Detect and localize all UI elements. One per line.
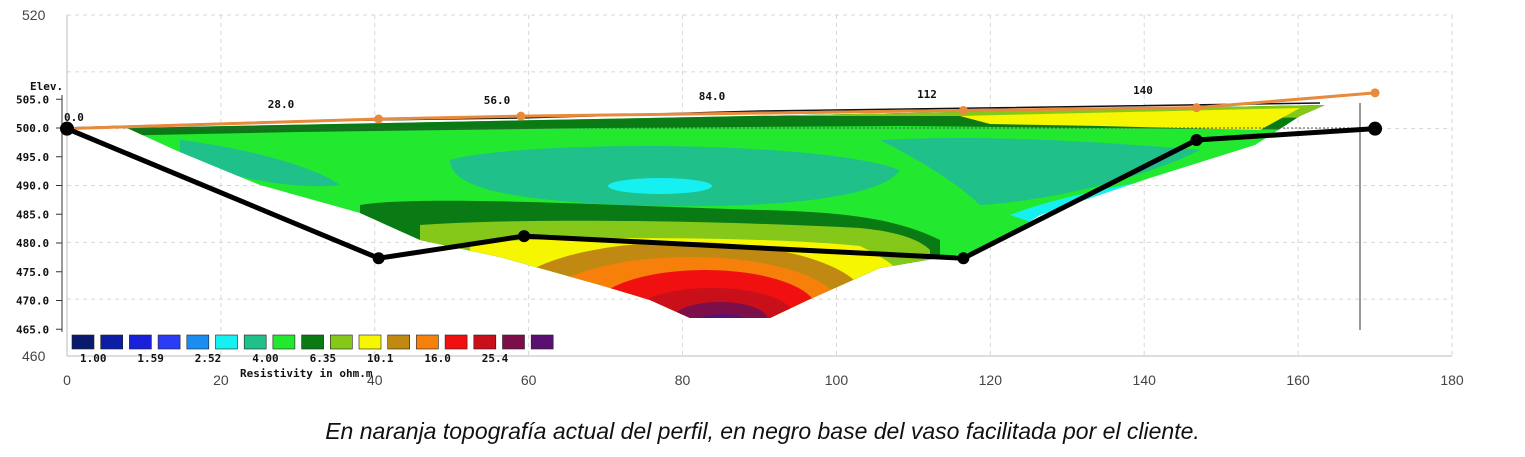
legend-swatch bbox=[272, 334, 296, 350]
legend-label: 4.00 bbox=[252, 352, 279, 365]
legend-swatch bbox=[387, 334, 411, 350]
legend-swatch bbox=[215, 334, 238, 350]
x-tick-label: 140 bbox=[1133, 372, 1157, 388]
series-point bbox=[1370, 88, 1380, 98]
inner-distance-tick: 56.0 bbox=[484, 94, 511, 107]
legend-label: 1.00 bbox=[80, 352, 107, 365]
legend-swatch bbox=[157, 334, 181, 350]
legend-label: 2.52 bbox=[195, 352, 222, 365]
legend-swatch bbox=[416, 334, 439, 350]
layer-maroon bbox=[672, 302, 768, 318]
legend-swatch bbox=[243, 334, 267, 350]
outer-axes: 0 20 40 60 80 100 120 140 160 180 460 520 bbox=[22, 7, 1464, 388]
series-point bbox=[60, 121, 74, 136]
elevation-axis-label: Elev. bbox=[30, 80, 63, 93]
series-line bbox=[66, 91, 1376, 131]
series-point bbox=[957, 252, 970, 265]
layer-cyan-center bbox=[608, 178, 712, 194]
series-point bbox=[1368, 121, 1383, 136]
chart-grid bbox=[66, 14, 1453, 357]
x-tick-label: 0 bbox=[63, 372, 71, 388]
section-fill bbox=[127, 105, 1325, 318]
inner-elevation-axes: Elev. Resistivity in ohm.m 505.0 500.0 495… bbox=[16, 80, 1153, 380]
y-tick-label: 460 bbox=[22, 348, 46, 364]
legend-label: 25.4 bbox=[482, 352, 509, 365]
resistivity-profile-chart: Elev. Resistivity in ohm.m 505.0 500.0 495… bbox=[16, 7, 1464, 388]
x-tick-label: 20 bbox=[213, 372, 229, 388]
legend-swatch bbox=[100, 334, 123, 350]
inner-elevation-tick: 505.0 bbox=[16, 93, 49, 106]
resistivity-legend: 1.00 1.59 2.52 4.00 6.35 10.1 16.0 25.4 bbox=[71, 334, 554, 365]
resistivity-section bbox=[66, 102, 1361, 330]
inner-elevation-tick: 480.0 bbox=[16, 237, 49, 250]
x-tick-label: 160 bbox=[1286, 372, 1310, 388]
series-point bbox=[1192, 103, 1202, 113]
x-tick-label: 80 bbox=[675, 372, 691, 388]
inner-distance-tick: 28.0 bbox=[268, 98, 295, 111]
series-point bbox=[958, 105, 968, 115]
series-layer bbox=[60, 88, 1383, 265]
inner-distance-tick: 0.0 bbox=[64, 111, 84, 124]
series-point bbox=[374, 114, 384, 124]
legend-swatch bbox=[129, 334, 152, 350]
inner-elevation-tick: 475.0 bbox=[16, 266, 49, 279]
x-tick-label: 100 bbox=[825, 372, 849, 388]
inner-distance-tick: 84.0 bbox=[699, 90, 726, 103]
x-tick-label: 180 bbox=[1440, 372, 1464, 388]
series-point bbox=[518, 230, 531, 243]
inner-elevation-tick: 500.0 bbox=[16, 122, 49, 135]
legend-title: Resistivity in ohm.m bbox=[240, 367, 373, 380]
inner-elevation-tick: 485.0 bbox=[16, 208, 49, 221]
series-point bbox=[516, 111, 526, 121]
layer-teal-left bbox=[180, 140, 340, 187]
legend-swatch bbox=[358, 334, 382, 350]
layer-purple bbox=[694, 314, 750, 318]
legend-label: 16.0 bbox=[424, 352, 451, 365]
layer-teal-right bbox=[880, 138, 1200, 205]
series-point bbox=[1190, 134, 1203, 147]
legend-label: 1.59 bbox=[137, 352, 164, 365]
inner-elevation-tick: 465.0 bbox=[16, 323, 49, 336]
inner-elevation-tick: 490.0 bbox=[16, 180, 49, 193]
x-tick-label: 60 bbox=[521, 372, 537, 388]
series-point bbox=[372, 252, 385, 265]
legend-swatch bbox=[186, 334, 210, 350]
inner-distance-tick: 112 bbox=[917, 88, 937, 101]
legend-swatch bbox=[329, 334, 353, 350]
legend-label: 10.1 bbox=[367, 352, 394, 365]
layer-surface-yellow bbox=[960, 108, 1300, 130]
figure-caption: En naranja topografía actual del perfil,… bbox=[325, 418, 1200, 444]
series-line bbox=[66, 126, 1376, 261]
legend-swatch bbox=[502, 334, 525, 350]
layer-teal-center bbox=[450, 146, 900, 207]
x-tick-label: 120 bbox=[979, 372, 1003, 388]
y-tick-label: 520 bbox=[22, 7, 46, 23]
inner-elevation-tick: 470.0 bbox=[16, 295, 49, 308]
legend-swatch bbox=[473, 334, 497, 350]
legend-swatch bbox=[71, 334, 95, 350]
inner-distance-tick: 140 bbox=[1133, 84, 1153, 97]
legend-swatch bbox=[444, 334, 468, 350]
x-tick-label: 40 bbox=[367, 372, 383, 388]
inner-elevation-tick: 495.0 bbox=[16, 151, 49, 164]
legend-label: 6.35 bbox=[310, 352, 337, 365]
legend-swatch bbox=[301, 334, 324, 350]
legend-swatch bbox=[530, 334, 554, 350]
